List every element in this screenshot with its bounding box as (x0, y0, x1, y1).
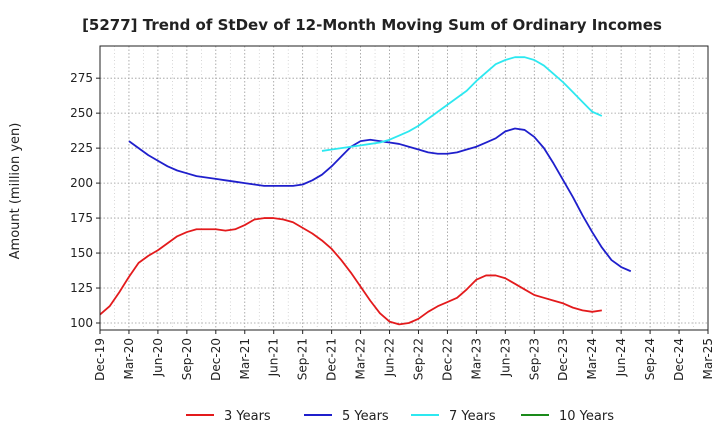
legend-label-5-years: 5 Years (342, 409, 389, 424)
x-tick-label: Dec-19 (93, 338, 107, 381)
x-tick-label: Mar-25 (701, 338, 715, 379)
x-tick-label: Jun-23 (498, 338, 512, 377)
plot-area (100, 46, 708, 330)
x-tick-label: Jun-24 (614, 338, 628, 377)
y-tick-label: 175 (70, 211, 93, 225)
legend-label-10-years: 10 Years (559, 409, 614, 424)
x-tick-label: Dec-20 (209, 338, 223, 381)
legend-label-3-years: 3 Years (224, 409, 271, 424)
plot-frame (99, 45, 709, 331)
x-tick-label: Mar-24 (585, 338, 599, 379)
x-tick-label: Jun-22 (383, 338, 397, 377)
y-axis-label: Amount (million yen) (8, 123, 23, 260)
x-tick-label: Dec-23 (556, 338, 570, 381)
x-tick-label: Mar-23 (469, 338, 483, 379)
x-tick-label: Mar-20 (122, 338, 136, 379)
series-line-3-years (99, 217, 602, 326)
x-tick-label: Dec-21 (325, 338, 339, 381)
series-line-5-years (128, 127, 632, 273)
y-tick-label: 275 (70, 71, 93, 85)
series-line-7-years (321, 56, 603, 152)
series-lines (99, 56, 632, 326)
y-tick-label: 150 (70, 246, 93, 260)
x-tick-label: Mar-21 (238, 338, 252, 379)
x-tick-label: Dec-24 (672, 338, 686, 381)
x-tick-label: Jun-21 (267, 338, 281, 377)
axes (99, 45, 709, 331)
y-tick-label: 250 (70, 106, 93, 120)
x-tick-label: Jun-20 (151, 338, 165, 377)
chart-title: [5277] Trend of StDev of 12-Month Moving… (82, 16, 662, 34)
x-tick-label: Mar-22 (354, 338, 368, 379)
y-tick-label: 100 (70, 316, 93, 330)
x-tick-label: Sep-23 (527, 338, 541, 380)
x-tick-label: Dec-22 (440, 338, 454, 381)
y-tick-label: 200 (70, 176, 93, 190)
y-tick-labels: 100 125 150 175 200 225 250 275 (70, 71, 100, 330)
x-tick-labels: Dec-19 Mar-20 Jun-20 Sep-20 Dec-20 Mar-21 Jun-… (93, 330, 715, 381)
plot-background (100, 46, 708, 330)
y-tick-label: 125 (70, 281, 93, 295)
y-tick-label: 225 (70, 141, 93, 155)
legend: 3 Years 5 Years 7 Years 10 Years (186, 409, 614, 424)
x-tick-label: Sep-22 (411, 338, 425, 380)
x-tick-label: Sep-24 (643, 338, 657, 380)
x-tick-label: Sep-20 (180, 338, 194, 380)
x-tick-label: Sep-21 (296, 338, 310, 380)
legend-label-7-years: 7 Years (449, 409, 496, 424)
